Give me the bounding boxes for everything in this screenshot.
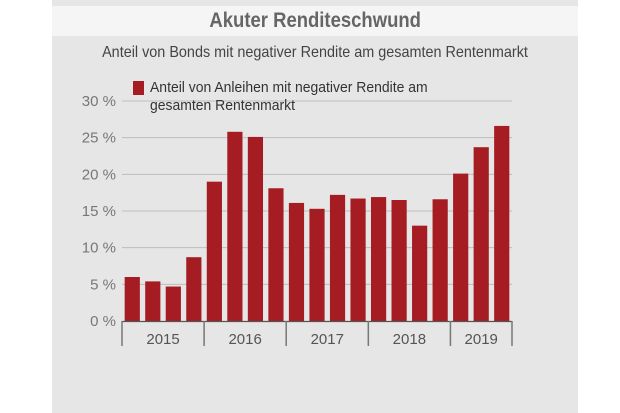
y-tick-label: 10 % (82, 240, 116, 257)
bar (268, 188, 284, 321)
x-group-label: 2017 (311, 331, 344, 348)
bar (186, 257, 202, 321)
x-group-label: 2018 (393, 331, 426, 348)
y-tick-label: 30 % (82, 93, 116, 110)
title-bar: Akuter Renditeschwund (52, 6, 578, 36)
chart-panel (52, 0, 578, 413)
legend-label: Anteil von Anleihen mit negativer Rendit… (150, 79, 428, 114)
bar (350, 198, 366, 321)
bar (329, 194, 346, 321)
bar (288, 202, 305, 321)
y-tick-label: 0 % (90, 313, 116, 330)
bar (473, 147, 489, 321)
bar (124, 277, 140, 321)
y-tick-label: 25 % (82, 130, 116, 147)
bar (247, 136, 264, 321)
bar (453, 173, 469, 321)
legend-swatch (133, 81, 144, 95)
legend: Anteil von Anleihen mit negativer Rendit… (133, 79, 450, 115)
bar (309, 208, 325, 321)
bar (227, 131, 243, 321)
chart-title: Akuter Renditeschwund (209, 9, 421, 32)
y-tick-label: 15 % (82, 203, 116, 220)
x-group-label: 2015 (146, 331, 179, 348)
x-group-label: 2016 (228, 331, 261, 348)
bar (206, 181, 222, 321)
bar (370, 197, 387, 321)
y-tick-label: 20 % (82, 166, 116, 183)
bar (432, 199, 448, 321)
bar (165, 286, 181, 321)
x-axis: 2015 2016 2017 2018 2019 (121, 320, 513, 348)
x-group-label: 2019 (465, 331, 498, 348)
bar (145, 281, 161, 321)
bars (124, 125, 510, 321)
bar (391, 200, 407, 321)
y-tick-label: 5 % (90, 276, 116, 293)
bar (494, 125, 510, 321)
y-axis-ticks: 0 % 5 % 10 % 15 % 20 % 25 % 30 % (82, 93, 116, 330)
bar (412, 225, 428, 321)
chart-subtitle: Anteil von Bonds mit negativer Rendite a… (102, 44, 528, 61)
